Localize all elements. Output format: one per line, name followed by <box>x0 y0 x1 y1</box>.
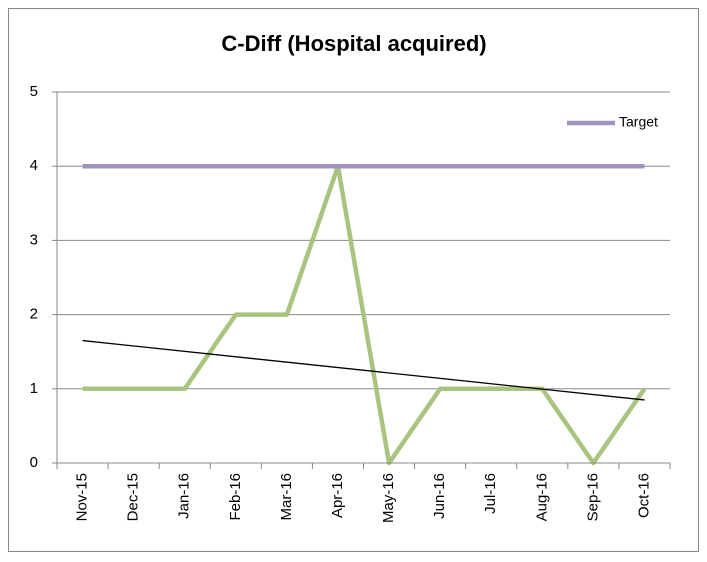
series-line <box>82 163 647 466</box>
x-tick-label: May-16 <box>380 473 397 523</box>
legend-label: Target <box>619 114 658 130</box>
x-tick-label: Oct-16 <box>635 473 652 518</box>
y-tick-label: 3 <box>30 231 38 248</box>
chart-border <box>8 8 699 552</box>
x-tick-label: Jan-16 <box>176 473 193 519</box>
x-tick-label: Dec-15 <box>125 473 142 521</box>
x-tick-label: Sep-16 <box>584 473 601 521</box>
x-tick-label: Jun-16 <box>431 473 448 519</box>
y-tick-label: 2 <box>30 306 38 323</box>
y-tick-label: 4 <box>30 157 38 174</box>
y-tick-label: 5 <box>30 83 38 100</box>
y-tick-label: 1 <box>30 380 38 397</box>
chart-title: C-Diff (Hospital acquired) <box>221 31 486 56</box>
x-tick-label: Aug-16 <box>533 473 550 521</box>
x-tick-label: Apr-16 <box>329 473 346 518</box>
trendline <box>82 339 645 401</box>
x-tick-label: Nov-15 <box>74 473 91 521</box>
x-tick-label: Feb-16 <box>227 473 244 521</box>
x-tick-label: Mar-16 <box>278 473 295 521</box>
y-tick-label: 0 <box>30 454 38 471</box>
x-tick-label: Jul-16 <box>482 473 499 514</box>
